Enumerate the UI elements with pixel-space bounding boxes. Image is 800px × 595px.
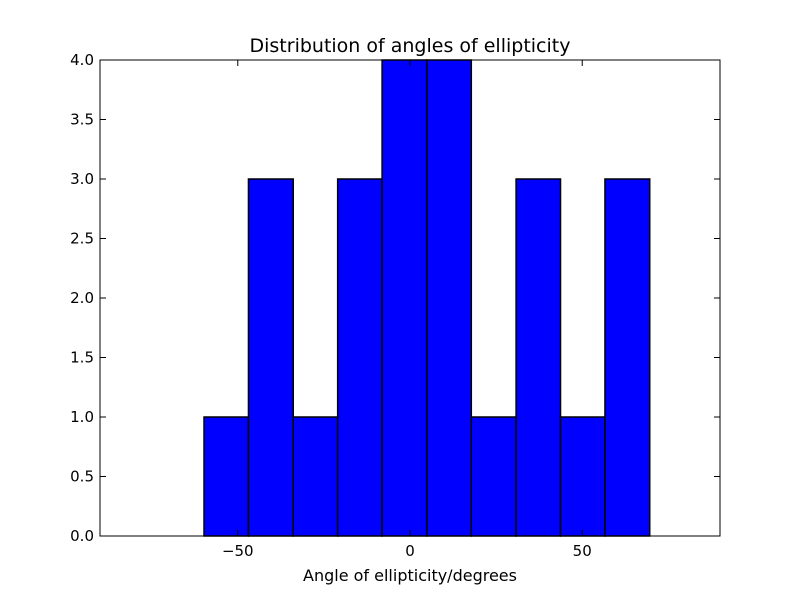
histogram-bar-10: [604, 178, 651, 537]
x-tick-label: −50: [222, 542, 254, 560]
y-tick-label: 1.5: [70, 349, 94, 367]
histogram-bar-2: [247, 178, 294, 537]
histogram-bar-9: [559, 416, 606, 537]
histogram-bar-7: [470, 416, 517, 537]
y-tick-label: 1.0: [70, 408, 94, 426]
y-tick-label: 3.0: [70, 170, 94, 188]
y-tick-label: 0.5: [70, 468, 94, 486]
y-tick-label: 0.0: [70, 527, 94, 545]
axis-ticks: −50 0 50 0.0 0.5 1.0 1.5 2.0 2.5 3.0 3.5 4.0: [70, 51, 720, 560]
histogram-bar-5: [381, 59, 428, 537]
histogram-bar-8: [515, 178, 562, 537]
x-axis-label: Angle of ellipticity/degrees: [303, 566, 517, 585]
histogram-bar-4: [336, 178, 383, 537]
histogram-bar-6: [426, 59, 473, 537]
x-tick-label: 50: [573, 542, 592, 560]
y-tick-label: 4.0: [70, 51, 94, 69]
histogram-bars: [203, 59, 651, 537]
chart-title: Distribution of angles of ellipticity: [250, 35, 571, 57]
y-tick-label: 2.5: [70, 230, 94, 248]
histogram-bar-3: [292, 416, 339, 537]
x-tick-label: 0: [405, 542, 415, 560]
histogram-bar-1: [203, 416, 250, 537]
y-tick-label: 3.5: [70, 111, 94, 129]
y-tick-label: 2.0: [70, 289, 94, 307]
plot-area-frame: [99, 59, 721, 537]
